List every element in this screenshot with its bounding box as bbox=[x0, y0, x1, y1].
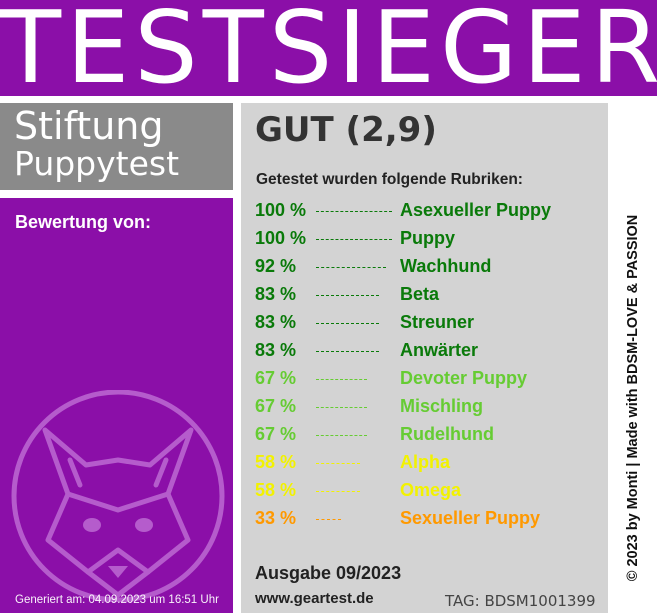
category-score-line bbox=[316, 435, 367, 436]
category-name: Wachhund bbox=[400, 256, 492, 276]
category-name: Mischling bbox=[400, 396, 484, 416]
category-name: Sexueller Puppy bbox=[400, 508, 541, 528]
category-row: 100 % Asexueller Puppy bbox=[255, 200, 605, 228]
category-percent: 83 % bbox=[255, 312, 297, 332]
category-name: Streuner bbox=[400, 312, 475, 332]
category-name: Omega bbox=[400, 480, 462, 500]
divider bbox=[0, 190, 233, 198]
seal-title: TESTSIEGER bbox=[0, 0, 657, 106]
category-score-line bbox=[316, 211, 392, 212]
results-panel bbox=[241, 103, 608, 613]
category-row: 83 % Beta bbox=[255, 284, 605, 312]
category-score-line bbox=[316, 295, 379, 296]
categories-heading: Getestet wurden folgende Rubriken: bbox=[256, 171, 523, 188]
category-row: 58 % Omega bbox=[255, 480, 605, 508]
category-name: Beta bbox=[400, 284, 440, 304]
category-name: Rudelhund bbox=[400, 424, 494, 444]
category-score-line bbox=[316, 379, 367, 380]
category-percent: 100 % bbox=[255, 200, 307, 220]
fox-logo-icon bbox=[11, 390, 225, 602]
category-percent: 58 % bbox=[255, 452, 297, 472]
category-percent: 100 % bbox=[255, 228, 307, 248]
category-name: Devoter Puppy bbox=[400, 368, 528, 388]
category-percent: 67 % bbox=[255, 396, 297, 416]
category-row: 83 % Streuner bbox=[255, 312, 605, 340]
category-name: Alpha bbox=[400, 452, 451, 472]
category-row: 33 % Sexueller Puppy bbox=[255, 508, 605, 536]
rating-by-label: Bewertung von: bbox=[15, 212, 152, 232]
category-percent: 83 % bbox=[255, 340, 297, 360]
issue-label: Ausgabe 09/2023 bbox=[255, 563, 402, 583]
brand-line-1: Stiftung bbox=[14, 104, 164, 148]
side-strip bbox=[608, 96, 657, 613]
category-score-line bbox=[316, 239, 392, 240]
category-name: Anwärter bbox=[400, 340, 479, 360]
category-score-line bbox=[316, 351, 379, 352]
category-row: 67 % Mischling bbox=[255, 396, 605, 424]
category-name: Puppy bbox=[400, 228, 456, 248]
category-row: 83 % Anwärter bbox=[255, 340, 605, 368]
divider bbox=[0, 96, 657, 103]
category-score-line bbox=[316, 323, 379, 324]
divider bbox=[233, 96, 241, 613]
website-label: www.geartest.de bbox=[255, 590, 374, 607]
category-row: 58 % Alpha bbox=[255, 452, 605, 480]
category-name: Asexueller Puppy bbox=[400, 200, 552, 220]
category-percent: 83 % bbox=[255, 284, 297, 304]
generated-date: Generiert am: 04.09.2023 um 16:51 Uhr bbox=[15, 594, 219, 606]
grade-value: GUT (2,9) bbox=[255, 110, 437, 150]
brand-box bbox=[0, 103, 233, 190]
category-score-line bbox=[316, 463, 360, 464]
copyright-text: © 2023 by Monti | Made with BDSM-LOVE & … bbox=[625, 214, 641, 582]
category-percent: 58 % bbox=[255, 480, 297, 500]
category-score-line bbox=[316, 519, 341, 520]
category-score-line bbox=[316, 407, 367, 408]
category-percent: 92 % bbox=[255, 256, 297, 276]
category-row: 67 % Rudelhund bbox=[255, 424, 605, 452]
category-row: 92 % Wachhund bbox=[255, 256, 605, 284]
category-score-line bbox=[316, 491, 360, 492]
category-percent: 67 % bbox=[255, 424, 297, 444]
brand-line-2: Puppytest bbox=[14, 144, 180, 183]
category-percent: 33 % bbox=[255, 508, 297, 528]
category-row: 67 % Devoter Puppy bbox=[255, 368, 605, 396]
tag-label: TAG: BDSM1001399 bbox=[445, 592, 596, 610]
category-row: 100 % Puppy bbox=[255, 228, 605, 256]
category-score-line bbox=[316, 267, 386, 268]
category-percent: 67 % bbox=[255, 368, 297, 388]
